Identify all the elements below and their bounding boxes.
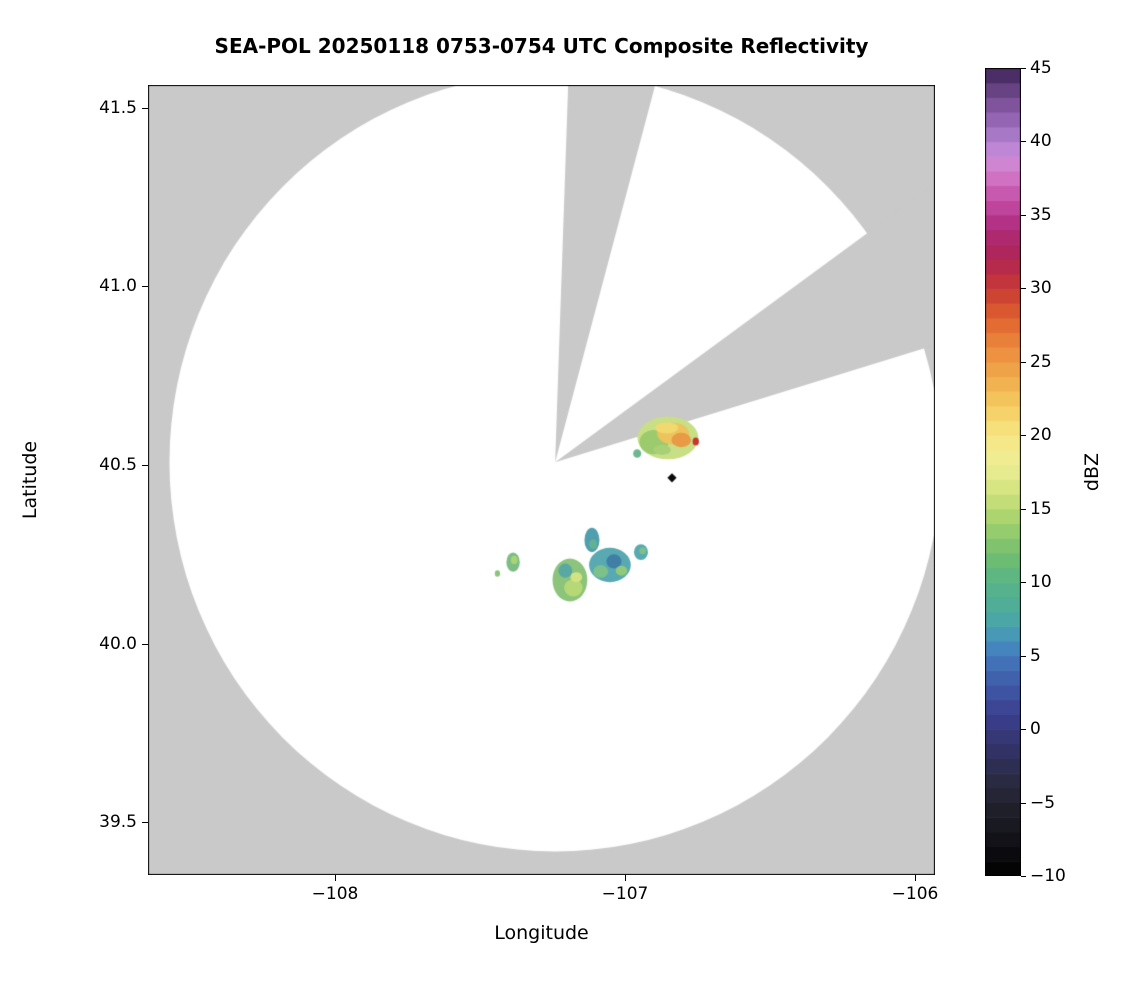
colorbar-tick-label: 20 — [1030, 425, 1052, 446]
colorbar-tick-mark — [1021, 361, 1026, 363]
colorbar-label: dBZ — [1081, 452, 1103, 492]
chart-title: SEA-POL 20250118 0753-0754 UTC Composite… — [214, 34, 869, 58]
colorbar-tick-mark — [1021, 435, 1026, 437]
x-tick-label: −108 — [311, 884, 359, 904]
colorbar-tick-mark — [1021, 288, 1026, 290]
colorbar-tick-label: 25 — [1030, 351, 1052, 372]
y-tick-label: 41.5 — [99, 97, 137, 118]
colorbar-tick-label: 5 — [1030, 645, 1041, 666]
x-tick-mark — [335, 875, 337, 881]
radar-plot-canvas — [148, 85, 935, 875]
colorbar-tick-label: 10 — [1030, 572, 1052, 593]
colorbar-tick-label: 30 — [1030, 278, 1052, 299]
x-tick-label: −106 — [891, 884, 939, 904]
y-axis-label: Latitude — [19, 440, 41, 520]
y-tick-mark — [142, 286, 148, 288]
y-tick-label: 40.0 — [99, 633, 137, 654]
x-tick-label: −107 — [601, 884, 649, 904]
x-tick-mark — [914, 875, 916, 881]
x-tick-mark — [625, 875, 626, 881]
colorbar-tick-mark — [1021, 802, 1026, 804]
colorbar-tick-mark — [1021, 68, 1026, 69]
colorbar-tick-mark — [1021, 141, 1026, 143]
colorbar-tick-label: 40 — [1030, 131, 1052, 152]
y-tick-mark — [142, 107, 148, 109]
y-tick-label: 41.0 — [99, 276, 137, 297]
colorbar-tick-mark — [1021, 729, 1026, 731]
y-tick-mark — [142, 643, 148, 645]
colorbar-tick-label: 45 — [1030, 58, 1052, 78]
x-axis-label: Longitude — [494, 922, 589, 944]
colorbar-tick-mark — [1021, 876, 1026, 877]
colorbar-tick-mark — [1021, 508, 1026, 510]
colorbar-tick-label: 15 — [1030, 498, 1052, 519]
y-tick-label: 39.5 — [99, 812, 137, 833]
colorbar-tick-label: 35 — [1030, 204, 1052, 225]
y-tick-label: 40.5 — [99, 455, 137, 475]
colorbar-tick-mark — [1021, 214, 1026, 216]
colorbar-tick-label: −10 — [1030, 866, 1066, 886]
colorbar — [985, 68, 1021, 876]
colorbar-tick-mark — [1021, 582, 1026, 584]
colorbar-tick-label: −5 — [1030, 792, 1056, 813]
colorbar-tick-label: 0 — [1030, 719, 1041, 740]
y-tick-mark — [142, 822, 148, 824]
y-tick-mark — [142, 465, 148, 466]
colorbar-tick-mark — [1021, 655, 1026, 657]
